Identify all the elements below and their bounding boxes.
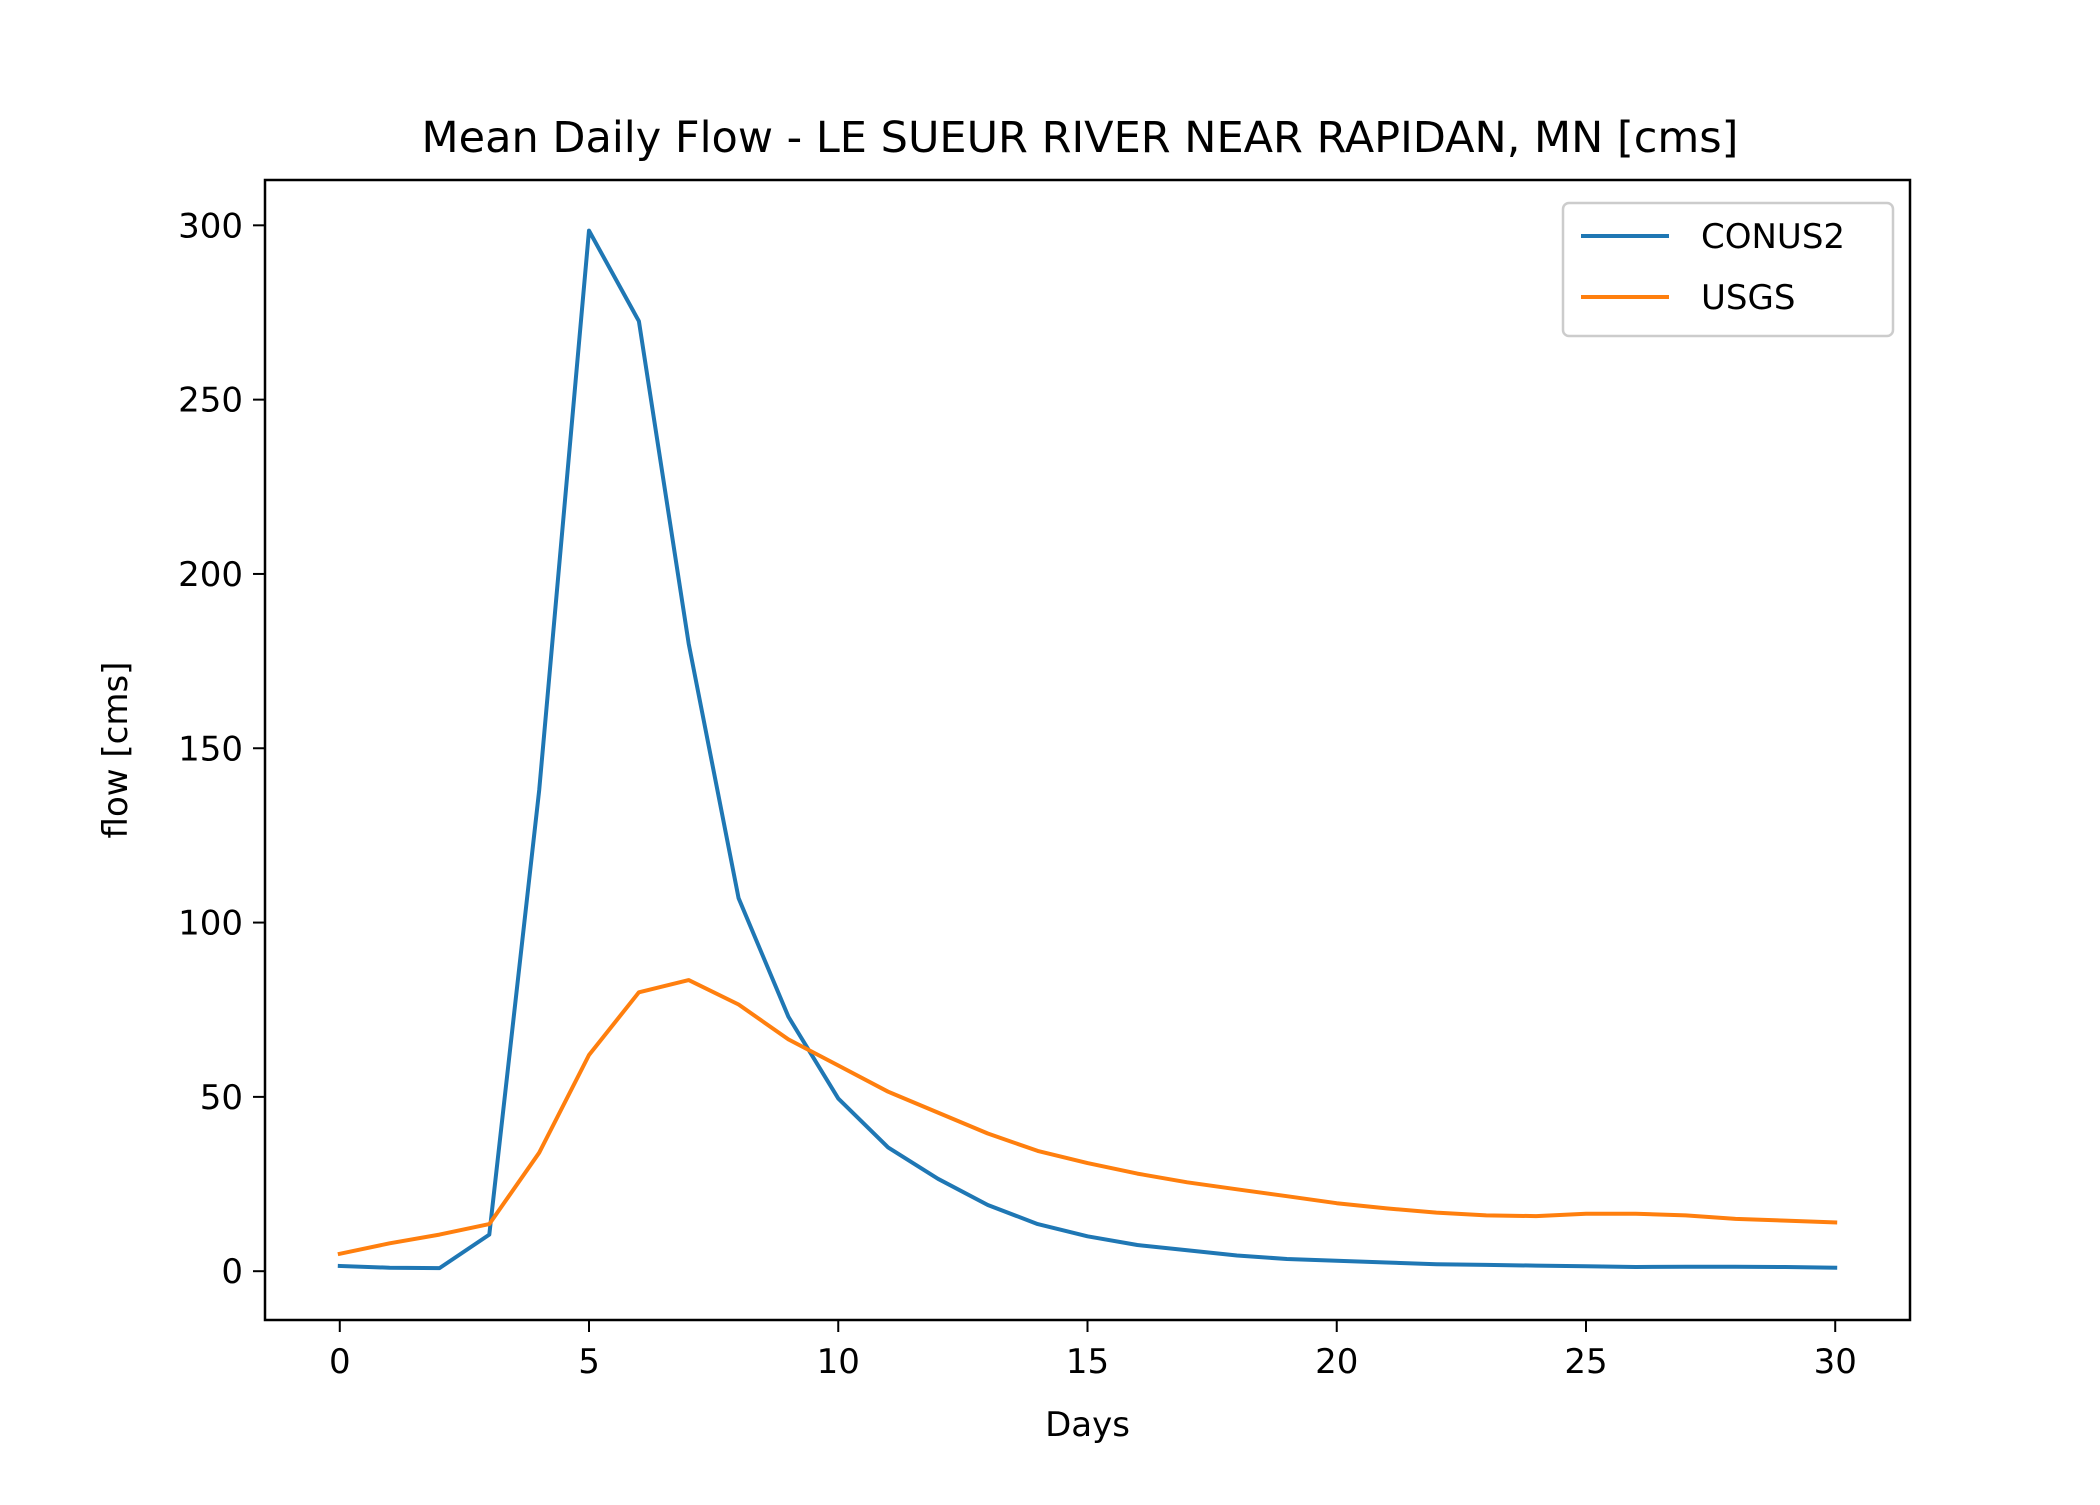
x-tick-label: 25 [1564, 1342, 1607, 1382]
legend: CONUS2 USGS [1561, 201, 1895, 338]
series-line-usgs [337, 978, 1838, 1257]
y-axis-label: flow [cms] [96, 662, 136, 839]
chart-title: Mean Daily Flow - LE SUEUR RIVER NEAR RA… [422, 113, 1739, 163]
x-tick-label: 0 [329, 1342, 351, 1382]
x-tick-label: 30 [1814, 1342, 1857, 1382]
y-tick-label: 50 [200, 1078, 243, 1118]
x-tick-label: 10 [817, 1342, 860, 1382]
x-axis: 0 5 10 15 20 25 30 [329, 1320, 1857, 1382]
y-tick-label: 100 [178, 904, 243, 944]
x-axis-label: Days [1045, 1405, 1130, 1445]
x-tick-label: 20 [1315, 1342, 1358, 1382]
y-tick-label: 0 [221, 1252, 243, 1292]
x-tick-label: 5 [578, 1342, 600, 1382]
y-axis: 0 50 100 150 200 250 300 [178, 206, 265, 1292]
series-line-conus2 [337, 228, 1838, 1271]
x-tick-label: 15 [1066, 1342, 1109, 1382]
plot-area [337, 228, 1838, 1271]
legend-label: USGS [1701, 278, 1795, 318]
legend-label: CONUS2 [1701, 217, 1845, 257]
axes-frame [263, 178, 1912, 1322]
y-tick-label: 200 [178, 555, 243, 595]
y-tick-label: 300 [178, 206, 243, 246]
y-tick-label: 250 [178, 381, 243, 421]
y-tick-label: 150 [178, 729, 243, 769]
